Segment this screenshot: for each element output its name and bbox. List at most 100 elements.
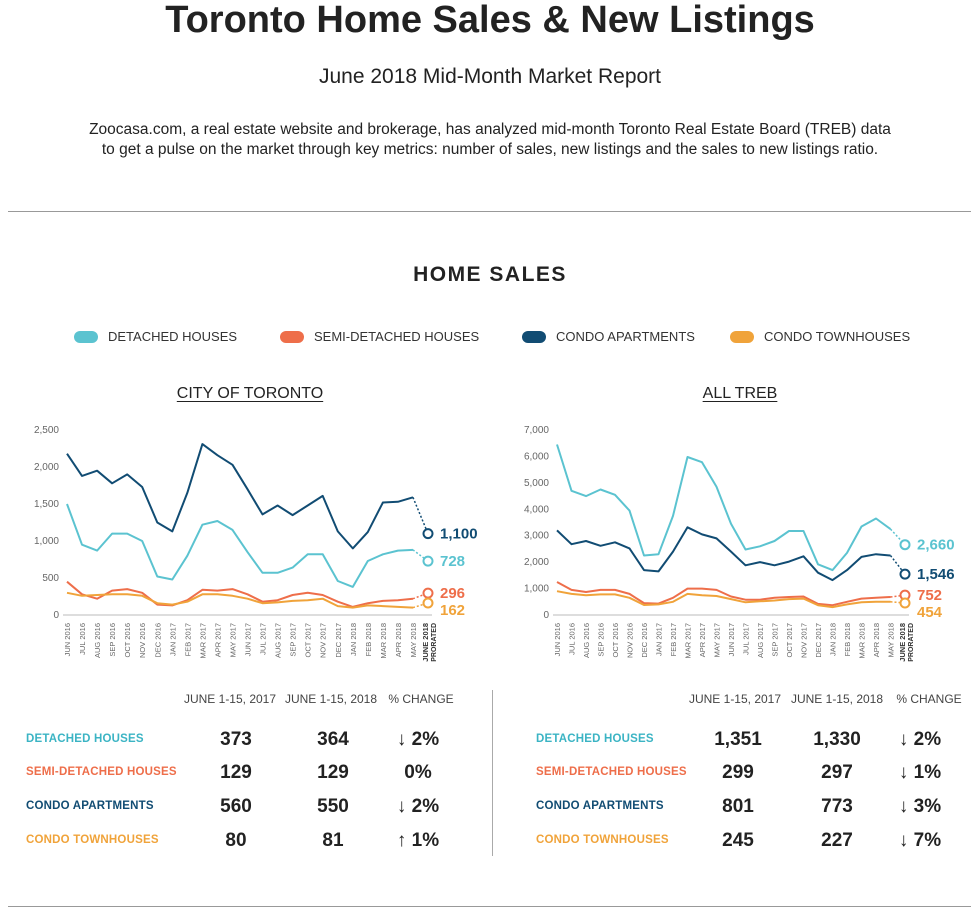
x-tick-label: APR 2018 xyxy=(872,623,881,657)
svg-text:JAN 2018: JAN 2018 xyxy=(349,623,358,656)
series-end-label-3: 162 xyxy=(440,602,465,619)
x-tick-label: NOV 2017 xyxy=(319,623,328,658)
svg-text:DEC 2016: DEC 2016 xyxy=(153,623,162,658)
series-end-label-0: 728 xyxy=(440,553,465,570)
toronto-cell-v2018: 81 xyxy=(322,830,344,851)
series-line-0 xyxy=(556,444,892,572)
treb-row-label: DETACHED HOUSES xyxy=(536,733,654,745)
y-tick-label: 4,000 xyxy=(524,504,549,515)
series-prorated-point-0 xyxy=(422,555,434,567)
page-title: Toronto Home Sales & New Listings xyxy=(165,0,815,41)
toronto-cell-change: ↑ 1% xyxy=(396,830,440,851)
x-tick-label: JAN 2018 xyxy=(829,623,838,656)
svg-text:FEB 2018: FEB 2018 xyxy=(843,623,852,656)
svg-text:SEP 2016: SEP 2016 xyxy=(108,623,117,657)
series-line-3 xyxy=(556,590,891,609)
y-tick-label: 2,000 xyxy=(524,557,549,568)
x-tick-label: MAR 2017 xyxy=(198,623,207,658)
toronto-cell-v2017: 129 xyxy=(220,762,252,783)
svg-text:FEB 2017: FEB 2017 xyxy=(669,623,678,656)
toronto-row-label: SEMI-DETACHED HOUSES xyxy=(26,766,177,778)
treb-cell-v2017: 1,351 xyxy=(714,729,762,750)
x-tick-label: NOV 2017 xyxy=(800,623,809,658)
series-prorated-point-3 xyxy=(422,597,434,609)
svg-text:JUN 2016: JUN 2016 xyxy=(553,623,562,656)
series-line-3 xyxy=(66,591,414,609)
y-tick-label: 5,000 xyxy=(524,478,549,489)
x-tick-label: FEB 2017 xyxy=(183,623,192,656)
x-tick-label: DEC 2016 xyxy=(153,623,162,658)
series-prorated-point-2 xyxy=(899,568,911,580)
treb-cell-change: ↓ 2% xyxy=(898,729,942,750)
toronto-cell-v2017: 373 xyxy=(220,729,252,750)
series-end-label-1: 296 xyxy=(440,585,465,602)
svg-text:DEC 2016: DEC 2016 xyxy=(640,623,649,658)
treb-cell-change: ↓ 7% xyxy=(898,830,942,851)
x-tick-label: JUN 2016 xyxy=(553,623,562,656)
x-tick-label: JUL 2017 xyxy=(742,623,751,655)
treb-col-2018: JUNE 1-15, 2018 xyxy=(790,692,884,706)
toronto-cell-change: 0% xyxy=(404,762,432,783)
legend-label-semi: SEMI-DETACHED HOUSES xyxy=(314,329,480,344)
chart-title-toronto: CITY OF TORONTO xyxy=(176,385,324,402)
svg-text:NOV 2017: NOV 2017 xyxy=(800,623,809,658)
legend-swatch-condo-town xyxy=(730,331,754,343)
toronto-row-label: DETACHED HOUSES xyxy=(26,733,144,745)
legend-label-condo-town: CONDO TOWNHOUSES xyxy=(764,329,911,344)
svg-text:JAN 2017: JAN 2017 xyxy=(655,623,664,656)
y-tick-label: 1,500 xyxy=(34,499,59,510)
svg-text:JUN 2017: JUN 2017 xyxy=(727,623,736,656)
treb-cell-v2018: 773 xyxy=(821,796,853,817)
treb-cell-v2017: 299 xyxy=(722,762,754,783)
x-tick-label: JUL 2016 xyxy=(78,623,87,655)
x-tick-label: OCT 2016 xyxy=(611,623,620,657)
x-tick-label: DEC 2017 xyxy=(814,623,823,658)
treb-col-2017: JUNE 1-15, 2017 xyxy=(688,692,782,706)
svg-text:JAN 2017: JAN 2017 xyxy=(168,623,177,656)
series-end-label-1: 752 xyxy=(917,587,942,604)
x-tick-label: FEB 2017 xyxy=(669,623,678,656)
x-tick-label: MAR 2018 xyxy=(858,623,867,658)
y-tick-label: 6,000 xyxy=(524,451,549,462)
top-divider xyxy=(8,211,971,212)
svg-text:SEP 2017: SEP 2017 xyxy=(289,623,298,657)
x-tick-label: SEP 2016 xyxy=(108,623,117,657)
y-tick-label: 0 xyxy=(53,610,59,621)
table-divider xyxy=(492,690,493,856)
series-end-label-2: 1,100 xyxy=(440,526,478,543)
y-tick-label: 1,000 xyxy=(524,584,549,595)
svg-text:APR 2018: APR 2018 xyxy=(872,623,881,657)
series-line-2 xyxy=(66,443,414,550)
svg-text:AUG 2017: AUG 2017 xyxy=(756,623,765,658)
treb-cell-v2018: 297 xyxy=(821,762,853,783)
svg-text:MAY 2017: MAY 2017 xyxy=(713,623,722,657)
x-tick-label: OCT 2016 xyxy=(123,623,132,657)
x-tick-label: AUG 2017 xyxy=(756,623,765,658)
toronto-col-change: % CHANGE xyxy=(388,692,454,706)
x-tick-label: APR 2017 xyxy=(698,623,707,657)
x-tick-label: MAY 2017 xyxy=(228,623,237,657)
svg-text:NOV 2016: NOV 2016 xyxy=(626,623,635,658)
series-line-1 xyxy=(556,581,891,607)
svg-text:AUG 2017: AUG 2017 xyxy=(274,623,283,658)
x-tick-label: MAR 2018 xyxy=(379,623,388,658)
series-prorated-link-2 xyxy=(412,497,429,534)
svg-text:OCT 2016: OCT 2016 xyxy=(123,623,132,657)
intro-line-1: Zoocasa.com, a real estate website and b… xyxy=(89,121,891,138)
svg-text:AUG 2016: AUG 2016 xyxy=(582,623,591,658)
svg-text:APR 2017: APR 2017 xyxy=(698,623,707,657)
x-tick-label: AUG 2016 xyxy=(582,623,591,658)
toronto-cell-v2018: 129 xyxy=(317,762,349,783)
chart-legend: DETACHED HOUSES SEMI-DETACHED HOUSES CON… xyxy=(60,327,940,349)
svg-text:JUL 2017: JUL 2017 xyxy=(259,623,268,655)
treb-cell-v2018: 1,330 xyxy=(813,729,861,750)
x-tick-label: MAY 2018 xyxy=(409,623,418,657)
svg-text:JUL 2016: JUL 2016 xyxy=(78,623,87,655)
toronto-cell-change: ↓ 2% xyxy=(396,796,440,817)
toronto-col-2018: JUNE 1-15, 2018 xyxy=(284,692,378,706)
x-tick-label: JUL 2017 xyxy=(259,623,268,655)
legend-swatch-semi xyxy=(280,331,304,343)
svg-text:JUN 2016: JUN 2016 xyxy=(63,623,72,656)
series-line-2 xyxy=(556,526,891,582)
legend-label-condo-apt: CONDO APARTMENTS xyxy=(556,329,695,344)
